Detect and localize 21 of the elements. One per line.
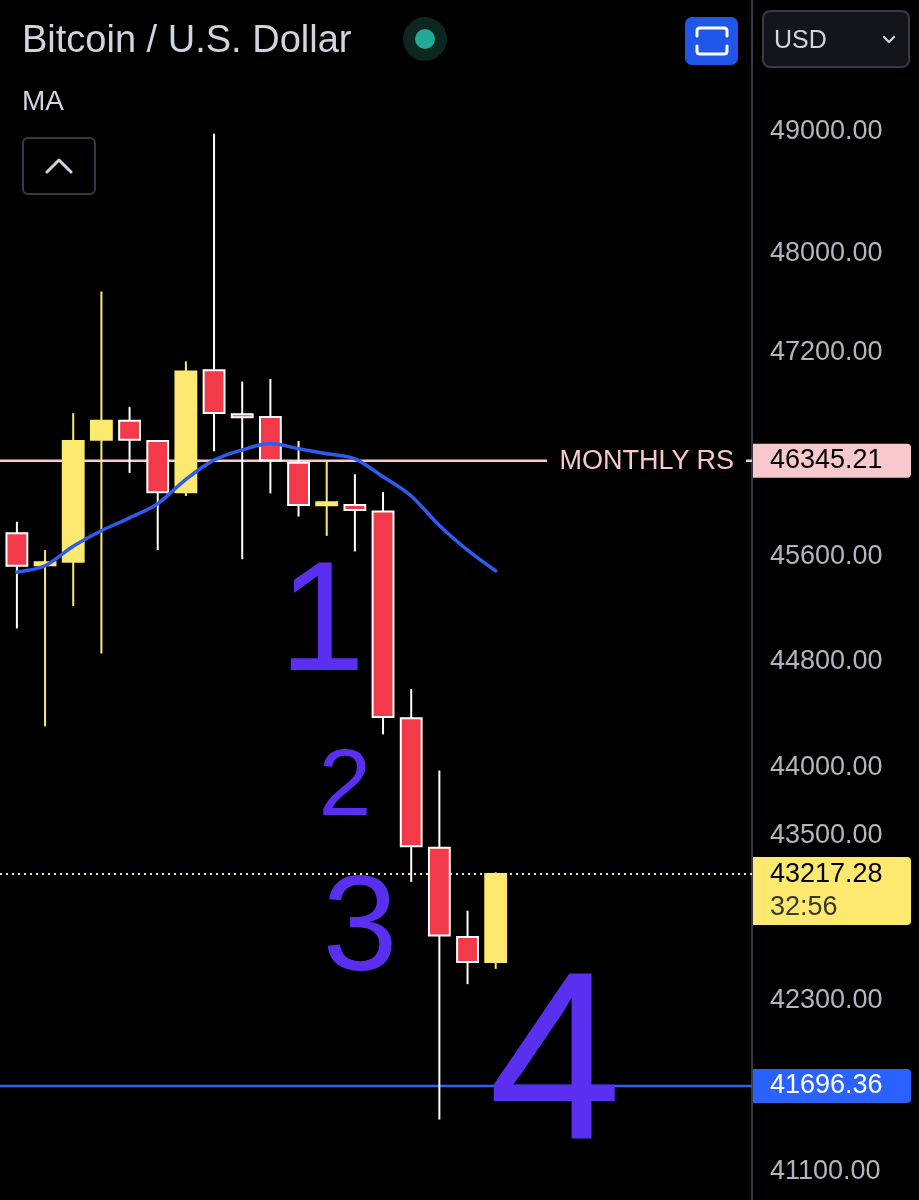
ref-line-label: MONTHLY RS — [559, 445, 734, 476]
annotation: MA — [22, 85, 64, 117]
y-axis-title: USD — [774, 24, 827, 54]
y-tick-label: 43217.28 — [770, 857, 883, 888]
y-tick-label: 41100.00 — [770, 1154, 881, 1185]
currency-dropdown: USD — [762, 10, 910, 68]
annotation: 3 — [322, 848, 398, 999]
y-tick-label: 41696.36 — [770, 1069, 883, 1100]
annotation: 1 — [278, 530, 366, 703]
text: Bitcoin / U.S. Dollar — [22, 17, 352, 62]
annotation: 2 — [318, 729, 372, 835]
y-tick-label: 46345.21 — [770, 444, 883, 475]
text: 32:56 — [770, 890, 838, 921]
y-tick-label: 42300.00 — [770, 984, 883, 1015]
y-tick-label: 43500.00 — [770, 818, 883, 849]
y-tick-label: 48000.00 — [770, 236, 883, 267]
y-tick-label: 49000.00 — [770, 114, 883, 145]
y-tick-label: 47200.00 — [770, 336, 883, 367]
y-tick-label: 44000.00 — [770, 751, 883, 782]
y-tick-label: 45600.00 — [770, 540, 883, 571]
y-tick-label: 44800.00 — [770, 644, 883, 675]
